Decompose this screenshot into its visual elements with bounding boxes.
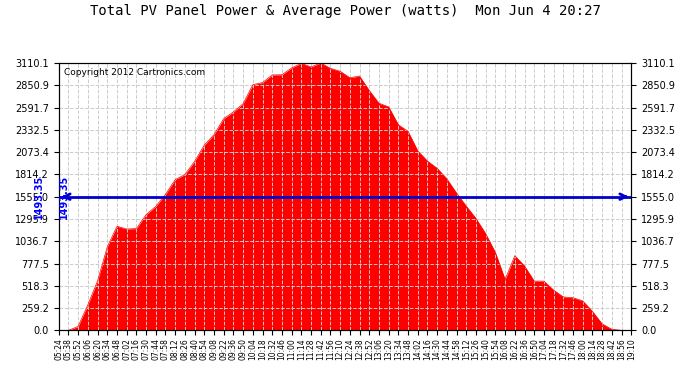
Text: 1493.35: 1493.35 [59, 174, 69, 219]
Text: Total PV Panel Power & Average Power (watts)  Mon Jun 4 20:27: Total PV Panel Power & Average Power (wa… [90, 4, 600, 18]
Text: 1493.35: 1493.35 [34, 174, 44, 219]
Text: Copyright 2012 Cartronics.com: Copyright 2012 Cartronics.com [64, 68, 206, 77]
